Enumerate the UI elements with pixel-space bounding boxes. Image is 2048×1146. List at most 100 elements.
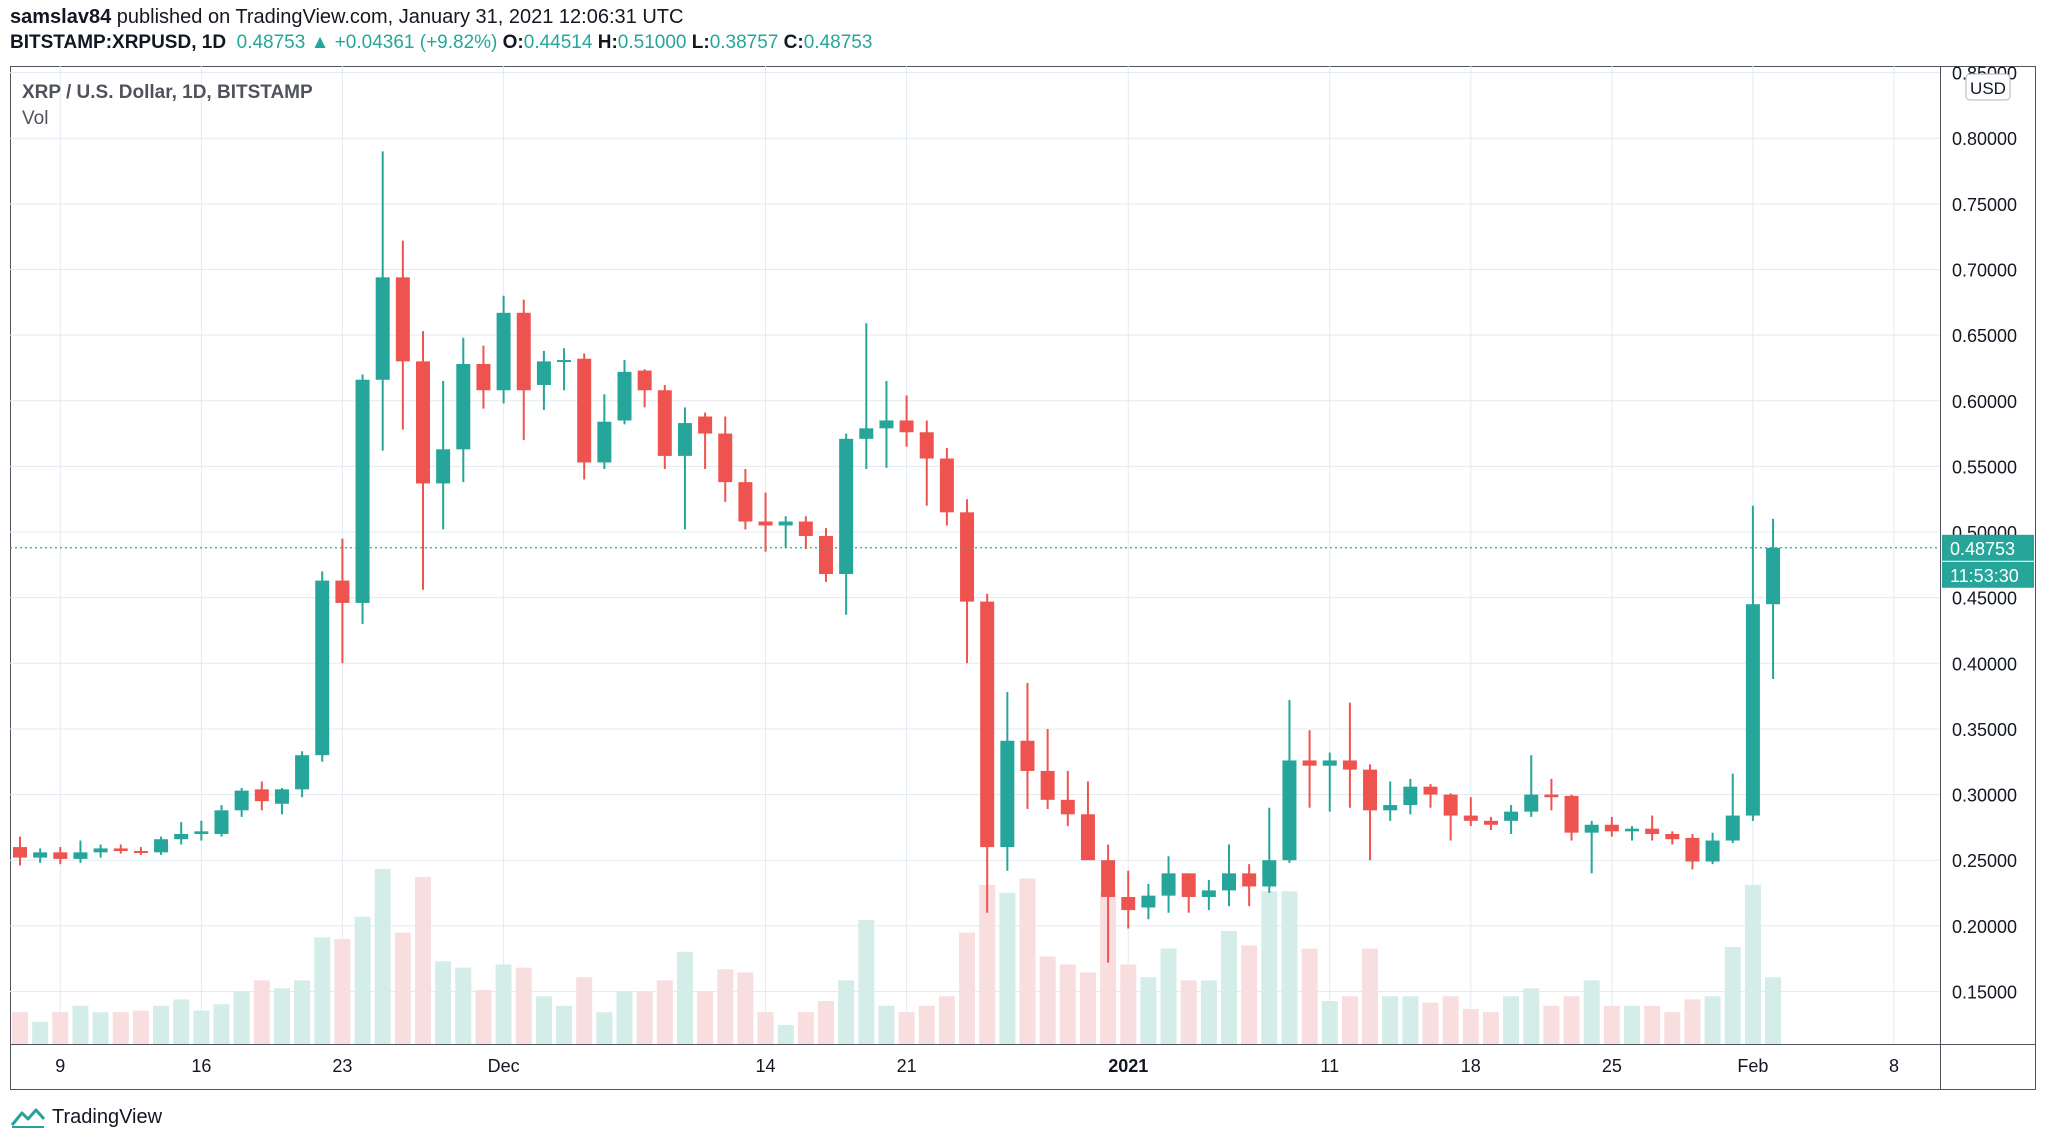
up-arrow-icon: ▲: [310, 32, 330, 53]
candle-body: [194, 831, 209, 834]
candle-body: [274, 789, 289, 804]
volume-bar: [616, 991, 633, 1044]
candle-body: [1504, 811, 1519, 821]
y-tick-label: 0.70000: [1952, 260, 2017, 280]
volume-bar: [1019, 878, 1036, 1044]
candle-body: [1222, 873, 1236, 891]
volume-bar: [1583, 980, 1600, 1044]
candle-body: [1262, 860, 1277, 887]
candle-body: [1685, 837, 1700, 862]
candle-body: [254, 789, 269, 802]
x-tick-label: 8: [1889, 1056, 1899, 1076]
volume-bar: [354, 916, 371, 1044]
candle-body: [1201, 890, 1216, 897]
volume-bar: [878, 1005, 895, 1044]
volume-bar: [697, 991, 714, 1044]
volume-bar: [1402, 996, 1419, 1044]
ohlc-line: BITSTAMP:XRPUSD, 1D 0.48753 ▲ +0.04361 (…: [10, 32, 872, 54]
candle-body: [73, 852, 88, 859]
candle-body: [1564, 795, 1579, 833]
y-tick-label: 0.15000: [1952, 982, 2017, 1002]
candle-body: [1181, 873, 1196, 897]
volume-bar: [1603, 1005, 1620, 1044]
x-tick-label: 2021: [1108, 1056, 1148, 1076]
candle-body: [899, 420, 914, 433]
candle-body: [819, 535, 833, 575]
chart-frame[interactable]: 0.15000 0.20000 0.25000 0.30000 0.35000 0.400…: [10, 64, 2036, 1090]
candle-body: [1161, 873, 1176, 896]
closeprice-value: 0.48753: [803, 32, 873, 53]
candle-body: [1363, 769, 1378, 811]
candle-body: [355, 379, 370, 603]
candlestick-chart[interactable]: 0.15000 0.20000 0.25000 0.30000 0.35000 0.400…: [10, 64, 2036, 1090]
volume-bar: [415, 876, 431, 1044]
currency-badge[interactable]: USD: [1965, 73, 2011, 101]
volume-bar: [1221, 931, 1237, 1044]
volume-bar: [1079, 972, 1096, 1044]
candle-body: [416, 361, 430, 484]
candle-body: [1302, 760, 1317, 766]
candle-body: [335, 580, 350, 603]
volume-bar: [959, 932, 976, 1044]
volume-bar: [1422, 1002, 1439, 1044]
currency-badge-box: [1965, 73, 2011, 101]
candle-body: [960, 512, 975, 602]
volume-bar: [757, 1012, 774, 1044]
volume-bar: [1362, 948, 1379, 1044]
candle-body: [375, 277, 390, 380]
volume-bar: [556, 1005, 573, 1044]
x-tick-label: 16: [191, 1056, 211, 1076]
candle-body: [718, 433, 733, 483]
candle-body: [1645, 828, 1660, 834]
volume-bar: [1200, 980, 1217, 1044]
candle-body: [395, 277, 410, 362]
volume-bar: [777, 1024, 794, 1044]
candle-body: [1242, 873, 1257, 887]
candle-body: [13, 847, 27, 858]
candle-body: [1625, 828, 1639, 832]
volume-bar: [797, 1012, 814, 1044]
volume-bar: [656, 980, 673, 1044]
candle-body: [113, 848, 128, 852]
volume-bar: [374, 869, 391, 1044]
volume-bar: [455, 967, 472, 1044]
candle-body: [919, 432, 934, 459]
tradingview-logo-icon: [10, 1108, 46, 1128]
candle-body: [1282, 760, 1297, 861]
volume-bar: [596, 1012, 613, 1044]
volume-bar: [1039, 956, 1056, 1044]
volume-bar: [1523, 988, 1540, 1044]
volume-bar: [1724, 946, 1741, 1044]
volume-bar: [535, 996, 552, 1044]
candle-body: [1524, 794, 1539, 812]
candle-body: [1443, 794, 1458, 816]
tradingview-brand: TradingView: [52, 1106, 163, 1128]
volume-bar: [1059, 964, 1076, 1044]
volume-bar: [475, 989, 492, 1044]
candle-body: [939, 458, 954, 513]
candle-body: [1080, 814, 1095, 861]
candle-body: [1020, 740, 1035, 771]
volume-bar: [1281, 891, 1298, 1044]
volume-bar: [394, 932, 411, 1044]
tradingview-logo[interactable]: TradingView: [10, 1106, 162, 1129]
candle-body: [557, 360, 572, 363]
candle-body: [1322, 760, 1337, 766]
volume-bar: [676, 951, 693, 1044]
volume-bar: [1382, 996, 1399, 1044]
candle-body: [1040, 770, 1055, 800]
price-tag-box: [1942, 534, 2034, 561]
volume-bar: [636, 991, 653, 1044]
y-tick-label: 0.20000: [1952, 917, 2017, 937]
candle-body: [436, 449, 451, 484]
volume-bar: [938, 996, 955, 1044]
y-tick-label: 0.60000: [1952, 392, 2017, 412]
candle-body: [1000, 740, 1015, 848]
volume-bar: [1704, 996, 1721, 1044]
volume-bar: [1442, 996, 1459, 1044]
x-tick-label: 11: [1320, 1056, 1339, 1076]
x-tick-label: 9: [55, 1056, 65, 1076]
candle-body: [1423, 786, 1438, 795]
candle-body: [839, 438, 854, 575]
candle-body: [1665, 833, 1680, 840]
